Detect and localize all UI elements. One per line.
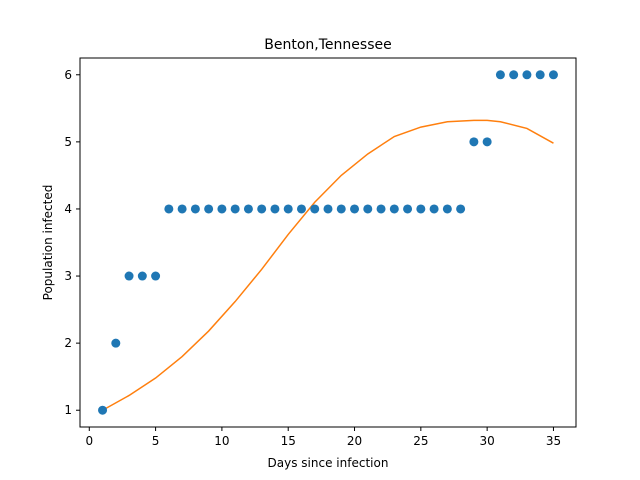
data-point [416, 204, 426, 214]
data-point [522, 70, 532, 80]
x-tick-label: 25 [413, 434, 428, 448]
data-point [270, 204, 280, 214]
fit-line [102, 119, 554, 411]
y-tick-label: 6 [64, 68, 72, 82]
x-axis-label: Days since infection [268, 456, 389, 470]
data-point [376, 204, 386, 214]
data-point [257, 204, 267, 214]
chart-title: Benton,Tennessee [264, 37, 391, 53]
data-point [442, 204, 452, 214]
x-tick-label: 5 [152, 434, 160, 448]
data-point [336, 204, 346, 214]
data-point [535, 70, 545, 80]
data-point [164, 204, 174, 214]
data-point [548, 70, 558, 80]
data-point [456, 204, 466, 214]
data-point [204, 204, 214, 214]
data-point [151, 271, 161, 281]
data-point [98, 405, 108, 415]
x-tick-label: 15 [281, 434, 296, 448]
y-tick-label: 4 [64, 202, 72, 216]
data-point [296, 204, 306, 214]
data-point [124, 271, 134, 281]
data-point [230, 204, 240, 214]
data-point [177, 204, 187, 214]
data-point [111, 338, 121, 348]
x-tick-label: 10 [214, 434, 229, 448]
x-tick-label: 30 [480, 434, 495, 448]
data-point [363, 204, 373, 214]
data-point [350, 204, 360, 214]
data-point [495, 70, 505, 80]
axes-frame [79, 57, 577, 428]
y-tick-label: 3 [64, 269, 72, 283]
y-axis: 1 2 3 4 5 6 [64, 68, 80, 417]
x-tick-label: 0 [85, 434, 93, 448]
y-tick-label: 2 [64, 336, 72, 350]
data-point [190, 204, 200, 214]
data-point [509, 70, 519, 80]
data-point [482, 137, 492, 147]
data-point [310, 204, 320, 214]
x-tick-label: 20 [347, 434, 362, 448]
x-axis: 0 5 10 15 20 25 30 35 [85, 427, 561, 448]
data-point [243, 204, 253, 214]
data-point [429, 204, 439, 214]
data-point [469, 137, 479, 147]
plot-area [98, 70, 558, 415]
y-tick-label: 5 [64, 135, 72, 149]
data-point [403, 204, 413, 214]
y-axis-label: Population infected [41, 185, 55, 301]
data-point [283, 204, 293, 214]
data-point [389, 204, 399, 214]
y-tick-label: 1 [64, 403, 72, 417]
data-point [217, 204, 227, 214]
x-tick-label: 35 [546, 434, 561, 448]
data-point [137, 271, 147, 281]
data-point [323, 204, 333, 214]
